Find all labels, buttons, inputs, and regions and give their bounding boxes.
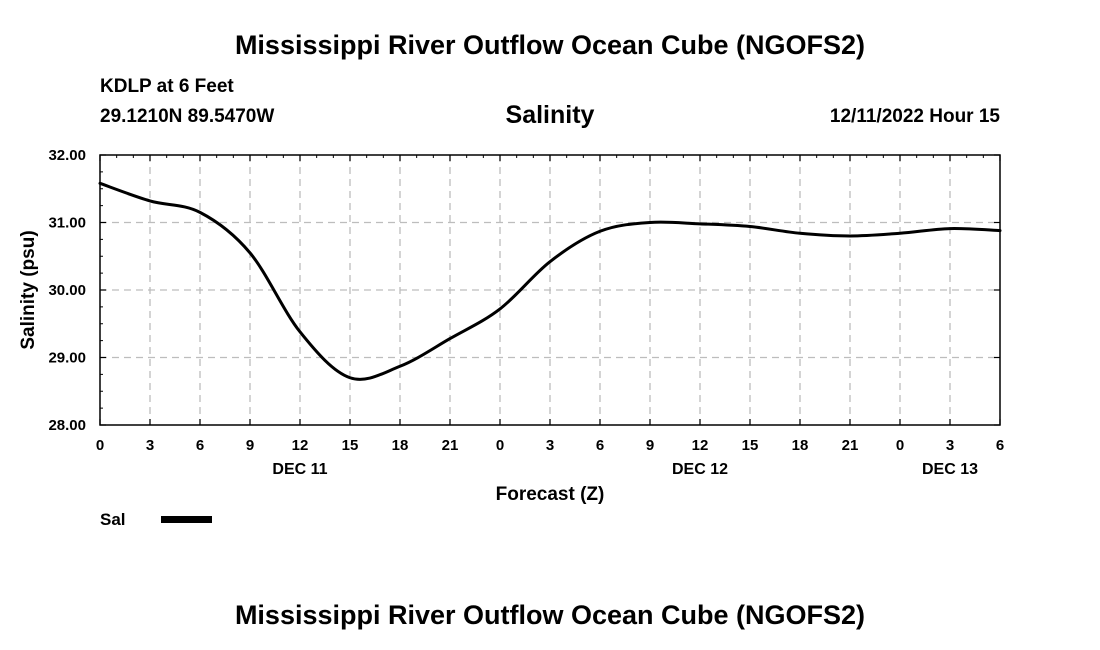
y-tick-labels: 28.00 29.00 30.00 31.00 32.00 — [48, 147, 86, 434]
x-tick-label: 6 — [996, 437, 1004, 454]
station-coords: 29.1210N 89.5470W — [100, 106, 275, 127]
x-tick-label: 3 — [546, 437, 554, 454]
x-tick-label: 18 — [792, 437, 809, 454]
main-title: Mississippi River Outflow Ocean Cube (NG… — [234, 30, 866, 60]
y-tick-label: 30.00 — [48, 282, 86, 299]
y-tick-label: 31.00 — [48, 215, 86, 232]
chart-title: Salinity — [505, 101, 595, 129]
x-tick-label: 6 — [596, 437, 604, 454]
x-tick-label: 12 — [292, 437, 309, 454]
date-label: DEC 11 — [272, 461, 327, 478]
y-tick-label: 32.00 — [48, 147, 86, 164]
x-tick-labels: 0 3 6 9 12 15 18 21 0 3 6 9 12 15 18 21 0 3 6 — [96, 437, 1004, 454]
x-tick-label: 6 — [196, 437, 204, 454]
forecast-datetime: 12/11/2022 Hour 15 — [829, 106, 1000, 127]
date-label: DEC 13 — [922, 461, 978, 478]
x-tick-label: 21 — [442, 437, 459, 454]
series-line-sal — [98, 181, 1002, 381]
y-axis-label: Salinity (psu) — [18, 230, 39, 349]
x-tick-label: 18 — [392, 437, 409, 454]
date-label: DEC 12 — [672, 461, 728, 478]
x-tick-label: 3 — [946, 437, 954, 454]
x-tick-label: 0 — [96, 437, 104, 454]
y-tick-label: 28.00 — [48, 417, 86, 434]
x-tick-label: 15 — [742, 437, 759, 454]
x-tick-label: 21 — [842, 437, 859, 454]
x-axis-label: Forecast (Z) — [496, 484, 605, 505]
x-tick-label: 9 — [646, 437, 654, 454]
x-tick-label: 3 — [146, 437, 154, 454]
x-tick-label: 9 — [246, 437, 254, 454]
x-tick-label: 15 — [342, 437, 359, 454]
date-labels: DEC 11 DEC 12 DEC 13 — [272, 461, 978, 478]
legend-swatch — [161, 516, 212, 523]
salinity-chart: 28.00 29.00 30.00 31.00 32.00 0 3 6 9 12 15 18 21 0 3… — [18, 147, 1004, 505]
station-label: KDLP at 6 Feet — [100, 76, 234, 97]
grid-lines — [100, 155, 1000, 425]
x-tick-label: 0 — [496, 437, 504, 454]
x-tick-label: 0 — [896, 437, 904, 454]
footer-title: Mississippi River Outflow Ocean Cube (NG… — [234, 600, 866, 630]
y-tick-label: 29.00 — [48, 350, 86, 367]
axis-ticks — [99, 154, 1001, 426]
x-tick-label: 12 — [692, 437, 709, 454]
legend-label: Sal — [100, 510, 126, 529]
